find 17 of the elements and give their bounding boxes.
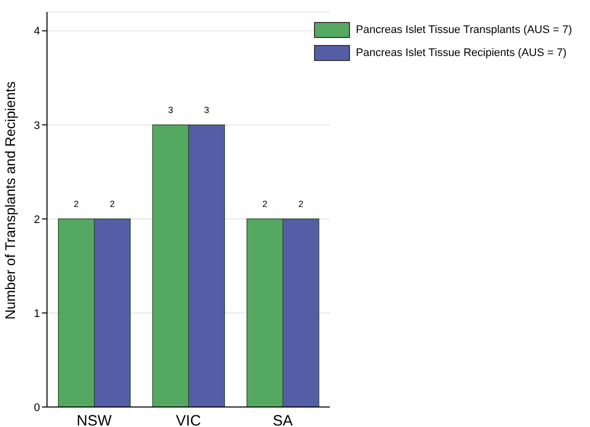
y-tick-label: 0 — [34, 402, 40, 414]
y-tick-label: 1 — [34, 308, 40, 320]
data-label: 2 — [298, 198, 304, 209]
data-label: 3 — [204, 104, 210, 115]
legend-label: Pancreas Islet Tissue Transplants (AUS = 7) — [354, 23, 572, 38]
data-label: 2 — [262, 198, 268, 209]
data-label: 2 — [74, 198, 79, 209]
y-tick-label: 3 — [34, 120, 40, 132]
legend-label: Pancreas Islet Tissue Recipients (AUS = 7) — [354, 46, 568, 61]
x-tick-label: NSW — [76, 412, 112, 427]
data-label: 2 — [110, 198, 115, 209]
x-tick-label: VIC — [176, 412, 202, 427]
y-tick-label: 2 — [34, 214, 40, 226]
x-tick-label: SA — [272, 412, 293, 427]
y-tick-label: 4 — [34, 26, 40, 38]
y-axis-title: Number of Transplants and Recipients — [2, 81, 18, 320]
data-label: 3 — [168, 104, 174, 115]
